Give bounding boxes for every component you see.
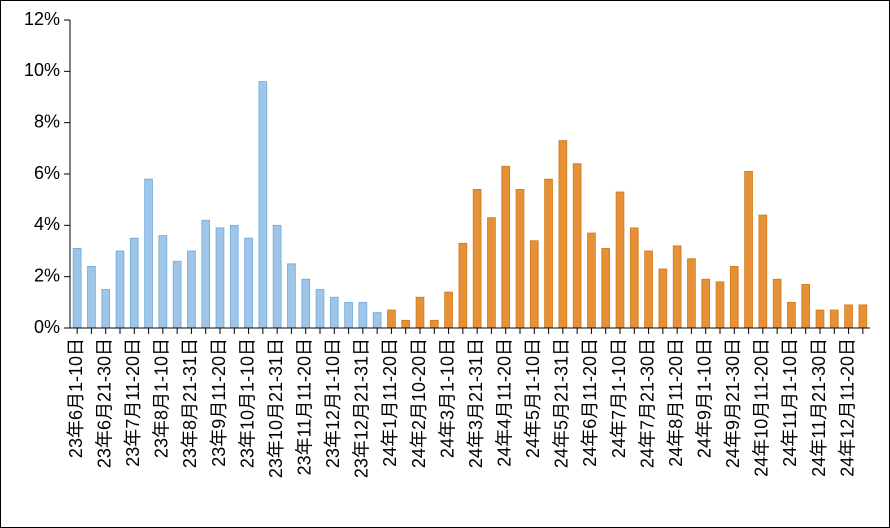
bar <box>845 305 853 328</box>
x-tick-label: 23年11月11-20日 <box>294 338 314 475</box>
x-tick-label: 23年12月21-31日 <box>352 338 372 478</box>
bar <box>302 279 310 328</box>
bar <box>573 164 581 328</box>
x-tick-label: 24年11月21-30日 <box>809 338 829 477</box>
x-tick-label: 24年8月11-20日 <box>666 338 686 467</box>
bar <box>702 279 710 328</box>
x-tick-label: 24年9月1-10日 <box>694 338 714 458</box>
bar <box>373 313 381 328</box>
bar <box>659 269 667 328</box>
bar <box>759 215 767 328</box>
y-tick-label: 6% <box>34 163 60 183</box>
x-tick-label: 24年1月11-20日 <box>380 338 400 467</box>
bar <box>145 179 153 328</box>
bar <box>802 284 810 328</box>
bar <box>545 179 553 328</box>
x-tick-label: 23年12月1-10日 <box>323 338 343 468</box>
bar <box>188 251 196 328</box>
x-tick-label: 23年6月21-30日 <box>94 338 114 468</box>
x-tick-label: 24年3月1-10日 <box>437 338 457 458</box>
bar <box>773 279 781 328</box>
bar <box>388 310 396 328</box>
bar <box>102 290 110 329</box>
x-tick-label: 24年5月1-10日 <box>523 338 543 458</box>
bar-chart: 0% 2% 4% 6% 8% 10% 12% 23年6月1-10日 23年6月21-30日 23年… <box>0 0 890 528</box>
x-tick-label: 24年7月21-30日 <box>637 338 657 468</box>
bar <box>859 305 867 328</box>
bar <box>716 282 724 328</box>
bar <box>830 310 838 328</box>
bar <box>159 236 167 328</box>
bar <box>530 241 538 328</box>
x-tick-label: 24年2月10-20日 <box>409 338 429 468</box>
bar <box>459 243 467 328</box>
bar <box>730 266 738 328</box>
bar <box>202 220 210 328</box>
bar <box>673 246 681 328</box>
bar <box>88 266 96 328</box>
bar <box>216 228 224 328</box>
bar <box>473 189 481 328</box>
x-tick-label: 23年10月1-10日 <box>237 338 257 468</box>
bar <box>488 218 496 328</box>
bar <box>445 292 453 328</box>
y-tick-label: 4% <box>34 214 60 234</box>
bar <box>502 166 510 328</box>
bar <box>645 251 653 328</box>
bar <box>630 228 638 328</box>
bar <box>73 248 81 328</box>
bar <box>602 248 610 328</box>
bar <box>416 297 424 328</box>
y-tick-label: 12% <box>24 9 60 29</box>
x-tick-label: 23年7月11-20日 <box>123 338 143 467</box>
y-tick-label: 0% <box>34 317 60 337</box>
bar <box>288 264 296 328</box>
x-tick-label: 24年6月11-20日 <box>580 338 600 467</box>
bar <box>230 225 238 328</box>
x-tick-label: 23年8月1-10日 <box>152 338 172 458</box>
x-tick-label: 23年6月1-10日 <box>66 338 86 458</box>
x-tick-label: 24年3月21-31日 <box>466 338 486 468</box>
bar <box>245 238 253 328</box>
bar <box>688 259 696 328</box>
y-tick-label: 2% <box>34 265 60 285</box>
y-tick-label: 10% <box>24 60 60 80</box>
x-tick-label: 23年10月21-31日 <box>266 338 286 478</box>
bar <box>588 233 596 328</box>
x-tick-label: 24年10月11-20日 <box>752 338 772 477</box>
bar <box>816 310 824 328</box>
x-tick-label: 23年8月21-31日 <box>180 338 200 468</box>
bar <box>116 251 124 328</box>
x-tick-label: 24年11月1-10日 <box>780 338 800 467</box>
bar <box>345 302 353 328</box>
x-tick-label: 24年9月21-30日 <box>723 338 743 468</box>
bar <box>788 302 796 328</box>
bar <box>259 82 267 328</box>
x-tick-label: 24年7月1-10日 <box>609 338 629 458</box>
x-tick-label: 23年9月11-20日 <box>209 338 229 467</box>
bar <box>316 290 324 329</box>
bar <box>130 238 138 328</box>
bar <box>430 320 438 328</box>
bar <box>330 297 338 328</box>
bar <box>616 192 624 328</box>
bar <box>402 320 410 328</box>
bar <box>745 171 753 328</box>
bar <box>173 261 181 328</box>
bar <box>273 225 281 328</box>
x-tick-label: 24年5月21-31日 <box>552 338 572 468</box>
y-tick-label: 8% <box>34 111 60 131</box>
bar <box>359 302 367 328</box>
bar <box>559 141 567 328</box>
chart-svg: 0% 2% 4% 6% 8% 10% 12% 23年6月1-10日 23年6月21-30日 23年… <box>0 0 890 528</box>
bar <box>516 189 524 328</box>
x-tick-label: 24年4月11-20日 <box>494 338 514 467</box>
x-tick-label: 24年12月11-20日 <box>837 338 857 477</box>
